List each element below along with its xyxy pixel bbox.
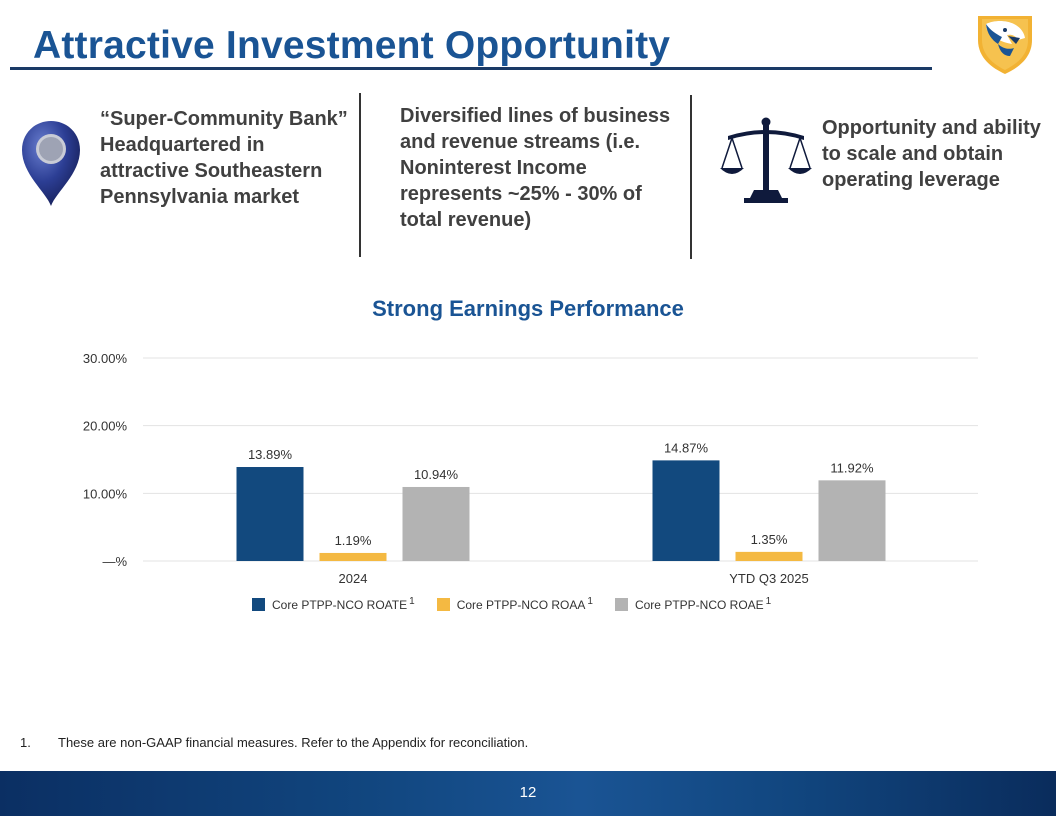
bar-roae	[818, 480, 886, 561]
footnote-text: These are non-GAAP financial measures. R…	[58, 735, 529, 750]
y-tick-label: 30.00%	[83, 351, 128, 366]
scales-icon	[720, 117, 812, 203]
bar-roaa	[735, 551, 803, 561]
legend-item-roate: Core PTPP-NCO ROATE 1	[252, 596, 415, 612]
map-pin-icon	[22, 121, 80, 206]
legend-footnote-ref: 1	[587, 596, 593, 607]
legend-label-roate: Core PTPP-NCO ROATE	[272, 598, 408, 612]
legend-item-roaa: Core PTPP-NCO ROAA 1	[436, 596, 593, 612]
legend-swatch-roae	[614, 597, 628, 611]
bar-roate	[236, 467, 304, 561]
feature-divider	[690, 95, 692, 259]
page-number: 12	[519, 784, 537, 801]
feature-headquarters-text: “Super-Community Bank” Headquartered in …	[100, 108, 348, 208]
legend-swatch-roaa	[436, 597, 450, 611]
title-underline	[10, 67, 932, 70]
x-category-label: YTD Q3 2025	[729, 571, 809, 586]
data-label-roae: 11.92%	[830, 460, 874, 475]
legend-label-roaa: Core PTPP-NCO ROAA	[456, 598, 586, 612]
bar-roae	[402, 486, 470, 561]
footnote-number: 1.	[20, 735, 31, 750]
data-label-roate: 13.89%	[248, 447, 293, 462]
slide-title: Attractive Investment Opportunity	[33, 24, 671, 67]
legend-footnote-ref: 1	[409, 596, 415, 607]
feature-divider	[359, 93, 361, 257]
legend-swatch-roate	[252, 597, 265, 611]
legend-item-roae: Core PTPP-NCO ROAE 1	[614, 596, 772, 612]
data-label-roaa: 1.35%	[751, 532, 788, 547]
eagle-shield-logo-icon	[978, 16, 1032, 74]
bar-roaa	[319, 552, 387, 561]
footnote: 1. These are non-GAAP financial measures.…	[20, 735, 528, 750]
chart-title: Strong Earnings Performance	[372, 296, 684, 321]
y-tick-label: 10.00%	[83, 486, 128, 501]
legend-label-roae: Core PTPP-NCO ROAE	[634, 598, 764, 612]
x-category-label: 2024	[339, 571, 368, 586]
chart-legend: Core PTPP-NCO ROATE 1 Core PTPP-NCO ROAA 1…	[252, 596, 793, 612]
legend-footnote-ref: 1	[765, 596, 772, 607]
feature-scale-text: Opportunity and ability to scale and obt…	[822, 117, 1041, 191]
bar-roate	[652, 460, 720, 561]
data-label-roate: 14.87%	[664, 440, 709, 455]
y-tick-label: —%	[102, 554, 127, 569]
earnings-bar-chart: —% 10.00% 20.00% 30.00% 13.89% 1.19% 10.94% 202…	[83, 351, 978, 586]
data-label-roae: 10.94%	[414, 467, 459, 482]
data-label-roaa: 1.19%	[335, 533, 372, 548]
footer-band	[0, 771, 1056, 816]
y-tick-label: 20.00%	[83, 419, 128, 434]
feature-diversified-text: Diversified lines of business and revenu…	[400, 105, 671, 231]
